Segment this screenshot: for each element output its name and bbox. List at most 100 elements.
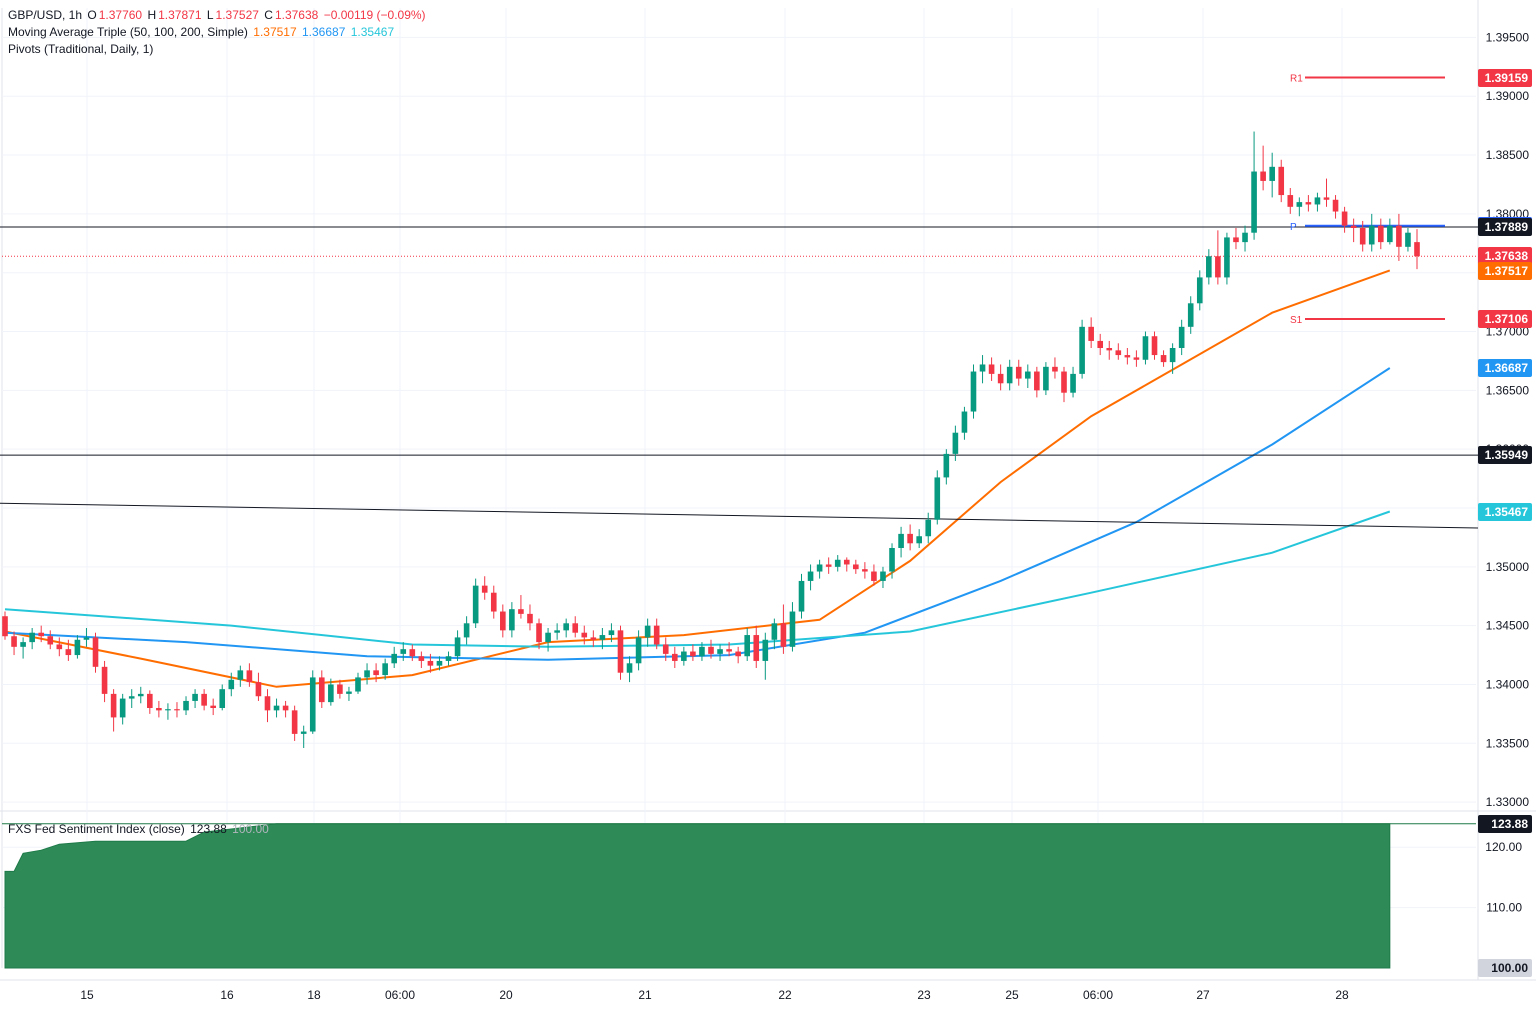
candle — [527, 604, 533, 631]
candle — [382, 658, 388, 680]
candle-body — [273, 705, 280, 711]
symbol-label[interactable]: GBP/USD, 1h — [8, 8, 83, 22]
price-tag-text: 1.37106 — [1485, 312, 1529, 326]
candle — [147, 690, 153, 714]
candle-body — [590, 637, 597, 640]
candle — [400, 642, 407, 661]
candle — [355, 672, 361, 694]
reference-lines: R1 P S1 — [0, 74, 1479, 529]
candle-body — [916, 536, 922, 544]
candle — [454, 630, 461, 661]
candle-body — [137, 693, 144, 697]
candle — [1305, 195, 1312, 212]
y-tick-label: 1.33000 — [1486, 795, 1530, 809]
candle — [853, 559, 859, 574]
candle — [1169, 343, 1176, 374]
candle-body — [843, 559, 850, 565]
candle — [925, 512, 932, 544]
candle — [1377, 218, 1384, 250]
candle — [237, 665, 244, 687]
x-tick-label: 27 — [1196, 988, 1210, 1002]
candle — [1287, 188, 1294, 214]
candle-body — [925, 519, 932, 537]
open-label: O — [87, 8, 97, 22]
candle — [1151, 331, 1158, 360]
candle — [38, 625, 45, 643]
candle — [128, 689, 135, 708]
candle-body — [1350, 225, 1357, 228]
ma-legend[interactable]: Moving Average Triple (50, 100, 200, Sim… — [8, 24, 396, 40]
candle — [1224, 232, 1230, 285]
candle-body — [563, 623, 569, 631]
candle — [518, 595, 524, 619]
y-tick-label: 1.39500 — [1486, 30, 1530, 44]
sentiment-name: FXS Fed Sentiment Index (close) — [8, 822, 185, 836]
candle-body — [1215, 256, 1221, 278]
candle — [1396, 213, 1402, 261]
candle — [536, 618, 542, 650]
candle-body — [472, 585, 479, 624]
ohlc-legend: GBP/USD, 1h O 1.37760 H 1.37871 L 1.37527 C… — [8, 7, 428, 23]
candle — [165, 703, 171, 720]
candle — [1034, 366, 1040, 398]
candle-body — [997, 373, 1004, 384]
candle — [726, 642, 732, 657]
candle-body — [726, 649, 732, 652]
candle-body — [862, 569, 868, 572]
candle — [1233, 228, 1239, 250]
open-value: 1.37760 — [98, 8, 143, 22]
candle-body — [961, 411, 968, 433]
candle-body — [1414, 242, 1420, 257]
candle — [898, 526, 904, 558]
candle — [246, 663, 253, 687]
candle-body — [762, 639, 769, 661]
candle — [490, 585, 497, 619]
candle-body — [337, 684, 343, 694]
candle — [183, 696, 189, 716]
candle — [554, 623, 560, 640]
candle-body — [1006, 366, 1013, 384]
candle-body — [1359, 228, 1366, 245]
candle-body — [554, 630, 560, 633]
candle-body — [101, 666, 108, 694]
candle — [934, 470, 941, 525]
candle-body — [174, 709, 180, 711]
candle — [1070, 366, 1076, 398]
candle — [653, 618, 660, 650]
candle-body — [20, 642, 26, 647]
candle-body — [599, 635, 606, 640]
pivots-legend[interactable]: Pivots (Traditional, Daily, 1) — [8, 41, 155, 57]
candle-body — [165, 709, 171, 711]
candle — [509, 602, 515, 638]
candle-body — [1287, 195, 1294, 207]
candle — [753, 625, 760, 668]
candle — [1405, 228, 1411, 252]
price-tag-text: 1.37889 — [1485, 220, 1529, 234]
candle — [572, 616, 579, 638]
candle — [1314, 192, 1321, 212]
candle-body — [1260, 171, 1266, 181]
candle — [409, 644, 416, 661]
candle — [481, 576, 488, 600]
candle — [1187, 296, 1194, 334]
candle — [635, 630, 642, 671]
sentiment-tag-text: 123.88 — [1491, 817, 1528, 831]
candle-body — [364, 670, 370, 678]
candle-body — [1151, 336, 1158, 356]
ma50-value: 1.37517 — [253, 25, 297, 39]
candle — [590, 630, 597, 647]
sentiment-legend[interactable]: FXS Fed Sentiment Index (close) 123.88 1… — [8, 821, 271, 837]
price-tag-bg — [1478, 218, 1532, 236]
candle — [816, 559, 823, 579]
candle-body — [427, 660, 434, 666]
candle — [1196, 270, 1203, 311]
sentiment-ref: 100.00 — [232, 822, 269, 836]
candle-body — [1368, 225, 1375, 245]
candle — [436, 656, 443, 671]
candle-body — [463, 623, 470, 638]
candle-body — [626, 663, 633, 673]
candle-body — [735, 651, 741, 657]
candle-body — [708, 646, 714, 654]
candle — [1260, 145, 1266, 191]
